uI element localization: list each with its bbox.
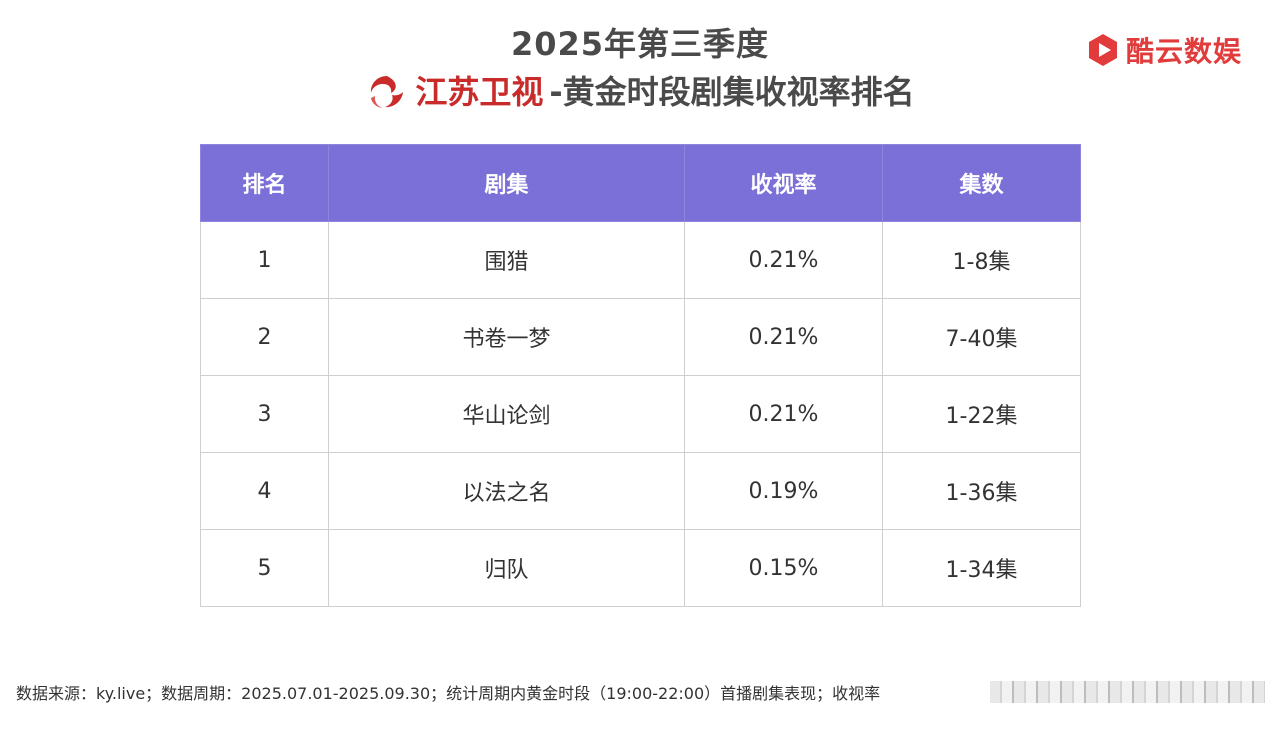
drama-cell: 华山论剑 xyxy=(328,375,685,453)
jsbc-swirl-logo-icon xyxy=(371,76,404,108)
rating-cell: 0.19% xyxy=(684,452,883,530)
drama-cell: 以法之名 xyxy=(328,452,685,530)
column-header-episodes: 集数 xyxy=(882,144,1081,222)
episodes-cell: 1-34集 xyxy=(882,529,1081,607)
episodes-cell: 7-40集 xyxy=(882,298,1081,376)
rating-cell: 0.21% xyxy=(684,221,883,299)
column-header-drama: 剧集 xyxy=(328,144,685,222)
table-row: 5 归队 0.15% 1-34集 xyxy=(200,529,1081,607)
table-row: 1 围猎 0.21% 1-8集 xyxy=(200,221,1081,299)
rank-cell: 1 xyxy=(200,221,329,299)
table-header-row: 排名 剧集 收视率 集数 xyxy=(200,144,1081,222)
column-header-rank: 排名 xyxy=(200,144,329,222)
data-source-footnote: 数据来源：ky.live；数据周期：2025.07.01-2025.09.30；… xyxy=(16,684,881,703)
episodes-cell: 1-22集 xyxy=(882,375,1081,453)
kuyun-play-logo-icon xyxy=(1088,34,1117,66)
brand-name: 酷云数娱 xyxy=(1125,35,1242,68)
rating-cell: 0.15% xyxy=(684,529,883,607)
column-header-rating: 收视率 xyxy=(684,144,883,222)
drama-cell: 围猎 xyxy=(328,221,685,299)
channel-name: 江苏卫视 xyxy=(415,73,544,111)
rating-cell: 0.21% xyxy=(684,375,883,453)
rank-cell: 2 xyxy=(200,298,329,376)
drama-cell: 归队 xyxy=(328,529,685,607)
report-title: 江苏卫视 -黄金时段剧集收视率排名 xyxy=(0,70,1280,114)
title-block: 2025年第三季度 江苏卫视 -黄金时段剧集收视率排名 xyxy=(0,22,1280,114)
rank-cell: 4 xyxy=(200,452,329,530)
watermark-overlay xyxy=(990,681,1265,703)
table-row: 4 以法之名 0.19% 1-36集 xyxy=(200,452,1081,530)
brand-logo: 酷云数娱 xyxy=(1086,30,1242,70)
table-row: 2 书卷一梦 0.21% 7-40集 xyxy=(200,298,1081,376)
rating-cell: 0.21% xyxy=(684,298,883,376)
drama-cell: 书卷一梦 xyxy=(328,298,685,376)
table-row: 3 华山论剑 0.21% 1-22集 xyxy=(200,375,1081,453)
episodes-cell: 1-8集 xyxy=(882,221,1081,299)
report-title-text: -黄金时段剧集收视率排名 xyxy=(549,73,915,111)
rank-cell: 5 xyxy=(200,529,329,607)
report-title-period: 2025年第三季度 xyxy=(510,25,770,63)
episodes-cell: 1-36集 xyxy=(882,452,1081,530)
ratings-ranking-table: 排名 剧集 收视率 集数 1 围猎 0.21% 1-8集 2 书卷一梦 0.21… xyxy=(200,144,1081,607)
rank-cell: 3 xyxy=(200,375,329,453)
